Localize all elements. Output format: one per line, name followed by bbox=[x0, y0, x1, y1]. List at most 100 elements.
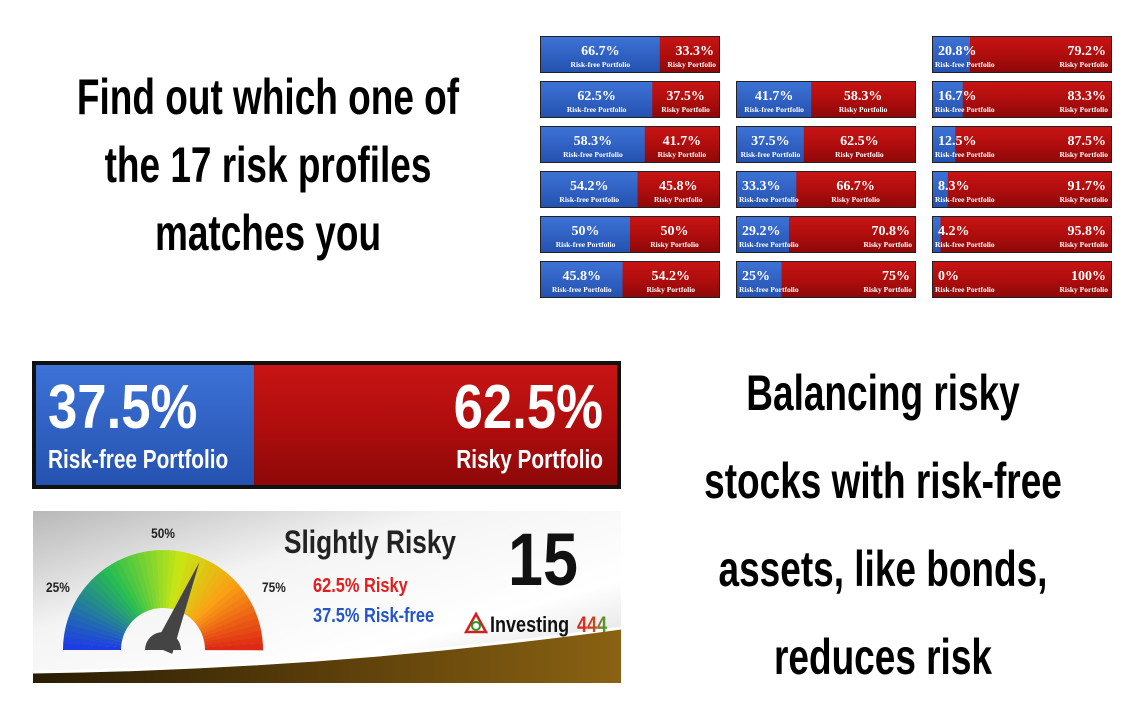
risk-free-segment bbox=[737, 262, 782, 297]
gauge-wedge bbox=[66, 617, 124, 640]
gauge-wedge bbox=[165, 550, 177, 609]
gauge-wedge bbox=[102, 566, 140, 617]
profile-number: 15 bbox=[508, 518, 578, 601]
risky-segment bbox=[933, 172, 1111, 207]
risk-free-label: Risk-free Portfolio bbox=[935, 285, 995, 294]
gauge-wedge bbox=[79, 588, 130, 627]
headline-line: the 17 risk profiles bbox=[105, 138, 432, 194]
risky-label: Risky Portfolio bbox=[1059, 195, 1108, 204]
gauge-wedge bbox=[63, 636, 122, 648]
risky-label: Risky Portfolio bbox=[835, 150, 884, 159]
risk-free-percent: 50% bbox=[572, 224, 600, 239]
risk-free-label: Risk-free Portfolio bbox=[739, 195, 799, 204]
gauge-wedge bbox=[194, 584, 243, 625]
gauge-wedge bbox=[188, 570, 230, 619]
risk-free-segment bbox=[737, 217, 789, 252]
gauge-wedge bbox=[92, 574, 136, 621]
selected-risk-free-percent: 37.5% bbox=[48, 373, 197, 442]
gauge-hub bbox=[145, 632, 181, 650]
risk-free-percent: 16.7% bbox=[938, 89, 977, 104]
risk-free-segment bbox=[933, 172, 948, 207]
gauge-wedge bbox=[64, 623, 123, 642]
risky-percent: 37.5% bbox=[666, 89, 705, 104]
gauge-wedge bbox=[190, 574, 234, 621]
risk-free-segment bbox=[933, 82, 963, 117]
gauge-tick-label: 75% bbox=[262, 579, 286, 595]
risk-free-percent: 58.3% bbox=[574, 134, 613, 149]
gauge-wedge bbox=[76, 594, 129, 629]
risk-free-label: Risk-free Portfolio bbox=[571, 60, 631, 69]
risk-free-label: Risk-free Portfolio bbox=[935, 105, 995, 114]
gauge-wedge bbox=[97, 570, 138, 619]
risky-percent: 91.7% bbox=[1068, 179, 1107, 194]
gauge-wedge bbox=[156, 550, 164, 609]
risky-percent: 70.8% bbox=[872, 224, 911, 239]
gauge-wedge bbox=[200, 605, 256, 635]
risk-free-label: Risk-free Portfolio bbox=[567, 105, 627, 114]
headline-line: Find out which one of bbox=[77, 70, 459, 126]
risk-free-segment bbox=[933, 217, 941, 252]
risk-free-percent: 0% bbox=[938, 269, 959, 284]
risk-free-segment bbox=[541, 127, 645, 162]
risk-free-label: Risk-free Portfolio bbox=[559, 195, 619, 204]
risky-percent: 58.3% bbox=[844, 89, 883, 104]
gauge-wedge bbox=[63, 630, 122, 645]
tagline-line: Balancing risky bbox=[746, 366, 1020, 422]
risk-free-percent: 45.8% bbox=[563, 269, 602, 284]
risk-free-label: Risk-free Portfolio bbox=[935, 240, 995, 249]
gauge-wedge bbox=[130, 553, 153, 611]
risky-label: Risky Portfolio bbox=[646, 285, 695, 294]
risky-label: Risky Portfolio bbox=[1059, 60, 1108, 69]
risk-free-percent: 33.3% bbox=[742, 179, 781, 194]
risky-label: Risky Portfolio bbox=[863, 285, 912, 294]
risky-percent: 79.2% bbox=[1068, 44, 1107, 59]
gauge-wedge bbox=[202, 617, 260, 640]
risk-free-segment bbox=[541, 262, 623, 297]
gauge-wedge bbox=[68, 611, 125, 637]
gauge-wedge bbox=[168, 550, 183, 609]
risk-free-percent: 25% bbox=[742, 269, 770, 284]
risky-percent: 66.7% bbox=[836, 179, 875, 194]
risk-free-label: Risk-free Portfolio bbox=[744, 105, 804, 114]
risky-percent: 41.7% bbox=[663, 134, 702, 149]
gauge-wedge bbox=[192, 579, 239, 623]
risky-label: Risky Portfolio bbox=[1059, 285, 1108, 294]
risk-free-percent: 29.2% bbox=[742, 224, 781, 239]
risky-label: Risky Portfolio bbox=[667, 60, 716, 69]
tagline-line: stocks with risk-free bbox=[704, 454, 1062, 510]
card-wave-edge bbox=[32, 626, 622, 674]
risk-free-label: Risk-free Portfolio bbox=[741, 150, 801, 159]
risky-segment bbox=[933, 217, 1111, 252]
gauge-wedge bbox=[137, 551, 155, 610]
risk-free-label: Risk-free Portfolio bbox=[739, 240, 799, 249]
risk-free-segment bbox=[541, 37, 660, 72]
risk-free-segment bbox=[737, 82, 812, 117]
gauge-tick-label: 25% bbox=[46, 579, 70, 595]
risk-free-segment bbox=[541, 217, 630, 252]
risky-label: Risky Portfolio bbox=[1059, 240, 1108, 249]
risk-free-label: Risk-free Portfolio bbox=[935, 150, 995, 159]
gauge-wedge bbox=[184, 563, 219, 616]
risk-free-label: Risk-free Portfolio bbox=[935, 195, 995, 204]
risky-label: Risky Portfolio bbox=[661, 105, 710, 114]
risk-free-segment bbox=[737, 172, 797, 207]
gauge-wedge bbox=[83, 583, 132, 625]
brand-number: 444 bbox=[577, 613, 608, 637]
gauge-wedge bbox=[143, 550, 158, 609]
selected-risky-label: Risky Portfolio bbox=[456, 445, 603, 474]
risky-label: Risky Portfolio bbox=[1059, 150, 1108, 159]
risky-percent: 100% bbox=[1071, 269, 1106, 284]
gauge-tick-label: 50% bbox=[151, 525, 175, 541]
risky-label: Risky Portfolio bbox=[654, 195, 703, 204]
risk-free-percent: 20.8% bbox=[938, 44, 977, 59]
risky-percent: 33.3% bbox=[676, 44, 715, 59]
risky-label: Risky Portfolio bbox=[863, 240, 912, 249]
gauge-needle bbox=[153, 562, 200, 654]
gauge-wedge bbox=[149, 550, 161, 609]
gauge-wedge bbox=[199, 600, 253, 632]
gauge-wedge bbox=[181, 560, 214, 614]
gauge-wedge bbox=[196, 589, 247, 627]
gauge-wedge bbox=[201, 611, 258, 637]
risk-free-line: 37.5% Risk-free bbox=[313, 603, 434, 626]
